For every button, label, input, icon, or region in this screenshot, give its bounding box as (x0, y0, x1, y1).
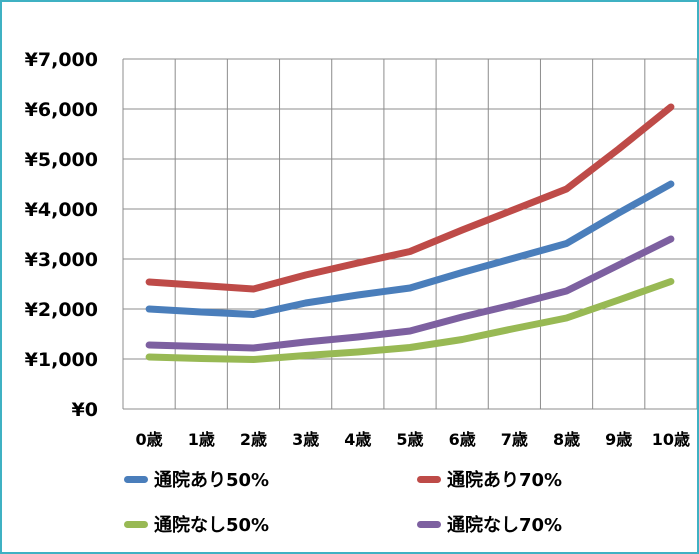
y-tick-label: ¥3,000 (25, 249, 98, 271)
legend-swatch-2 (124, 520, 148, 528)
x-axis-tick-labels: 0歳 1歳 2歳 3歳 4歳 5歳 6歳 7歳 8歳 9歳 10歳 (136, 430, 691, 449)
y-tick-label: ¥2,000 (25, 299, 98, 321)
x-tick-label: 1歳 (188, 430, 215, 449)
x-tick-label: 6歳 (449, 430, 476, 449)
x-tick-label: 5歳 (396, 430, 423, 449)
legend-item-0: 通院あり50% (124, 465, 269, 493)
y-tick-label: ¥5,000 (25, 149, 98, 171)
series-line-0 (145, 180, 675, 318)
x-tick-label: 9歳 (605, 430, 632, 449)
legend-item-1: 通院あり70% (417, 465, 562, 493)
x-tick-label: 4歳 (344, 430, 371, 449)
y-tick-label: ¥6,000 (25, 99, 98, 121)
x-tick-label: 3歳 (292, 430, 319, 449)
legend-swatch-0 (124, 475, 148, 483)
x-tick-label: 7歳 (501, 430, 528, 449)
x-tick-label: 0歳 (136, 430, 163, 449)
y-axis-tick-labels: ¥0 ¥1,000 ¥2,000 ¥3,000 ¥4,000 ¥5,000 ¥6,000 ¥7… (25, 49, 98, 421)
legend-swatch-3 (417, 520, 441, 528)
legend-swatch-1 (417, 475, 441, 483)
series-line-2 (145, 278, 675, 363)
legend-item-2: 通院なし50% (124, 510, 269, 538)
x-tick-label: 2歳 (240, 430, 267, 449)
legend-label-2: 通院なし50% (154, 515, 270, 536)
y-tick-label: ¥0 (72, 399, 98, 421)
y-tick-label: ¥4,000 (25, 199, 98, 221)
legend-label-1: 通院あり70% (447, 470, 563, 491)
y-tick-label: ¥1,000 (25, 349, 98, 371)
y-tick-label: ¥7,000 (25, 49, 98, 71)
series-lines (145, 103, 675, 363)
legend-label-3: 通院なし70% (447, 515, 563, 536)
legend-label-0: 通院あり50% (154, 470, 270, 491)
x-tick-label: 8歳 (553, 430, 580, 449)
series-line-3 (145, 235, 675, 352)
series-line-1 (145, 103, 675, 293)
x-tick-label: 10歳 (652, 430, 690, 449)
legend-item-3: 通院なし70% (417, 510, 562, 538)
